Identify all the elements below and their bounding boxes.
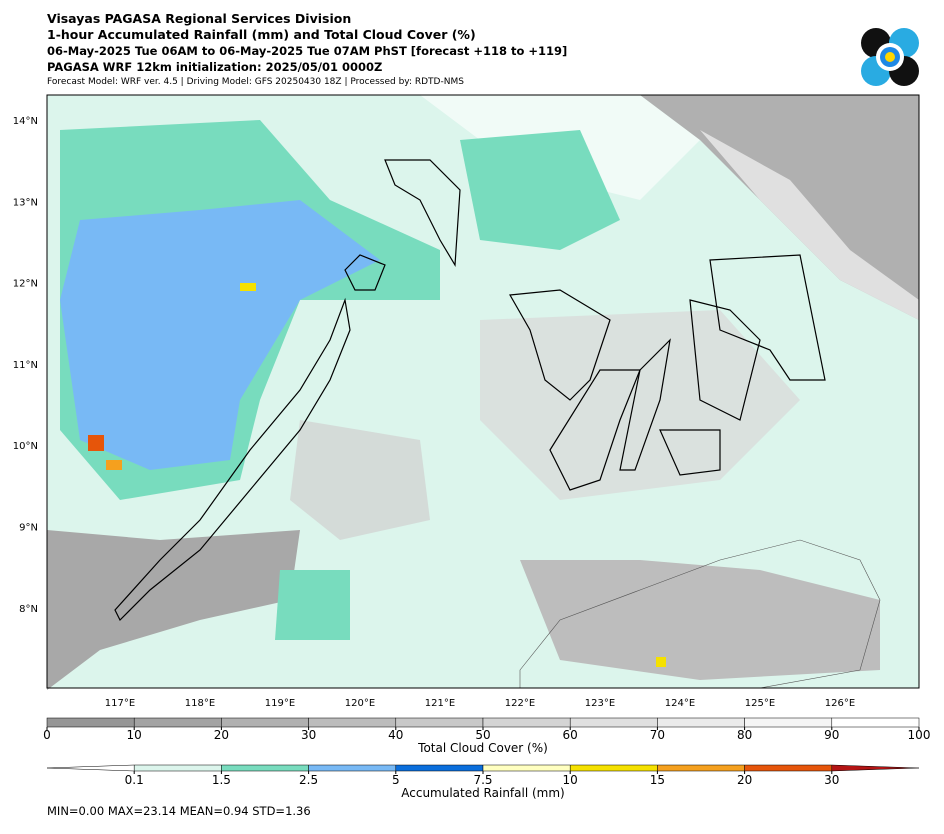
subtitle: 06-May-2025 Tue 06AM to 06-May-2025 Tue … bbox=[47, 44, 567, 58]
cloud-colorbar-segment bbox=[482, 717, 571, 728]
rain-colorbar-tick-label: 20 bbox=[737, 773, 752, 787]
cloud-colorbar-label: Total Cloud Cover (%) bbox=[417, 741, 548, 755]
statistics: MIN=0.00 MAX=23.14 MEAN=0.94 STD=1.36 bbox=[47, 804, 311, 818]
rain-colorbar-segment bbox=[395, 764, 484, 772]
cloud-colorbar-tick-label: 0 bbox=[43, 728, 51, 742]
lon-label: 125°E bbox=[745, 698, 775, 709]
rain-colorbar-tick-label: 7.5 bbox=[473, 773, 492, 787]
rain-colorbar-tick-label: 30 bbox=[824, 773, 839, 787]
rain-cell bbox=[106, 460, 122, 470]
lon-label: 122°E bbox=[505, 698, 535, 709]
credits: Forecast Model: WRF ver. 4.5 | Driving M… bbox=[47, 77, 464, 87]
lat-label: 8°N bbox=[19, 604, 38, 615]
cloud-colorbar-segment bbox=[46, 717, 135, 728]
lon-label: 118°E bbox=[185, 698, 215, 709]
map-frame bbox=[46, 94, 920, 689]
map bbox=[46, 94, 920, 690]
rain-cell bbox=[240, 283, 256, 291]
cloud-area bbox=[520, 560, 880, 680]
cloud-colorbar-tick-label: 70 bbox=[650, 728, 665, 742]
cloud-colorbar-segment bbox=[569, 717, 658, 728]
rain-colorbar-tick-label: 15 bbox=[650, 773, 665, 787]
lat-label: 10°N bbox=[13, 441, 38, 452]
lon-label: 126°E bbox=[825, 698, 855, 709]
lat-label: 12°N bbox=[13, 279, 38, 290]
lon-label: 123°E bbox=[585, 698, 615, 709]
cloud-colorbar-segment bbox=[744, 717, 833, 728]
cloud-colorbar-tick-label: 40 bbox=[388, 728, 403, 742]
cloud-colorbar-tick-label: 30 bbox=[301, 728, 316, 742]
rain-area bbox=[60, 200, 380, 470]
lat-label: 11°N bbox=[13, 360, 38, 371]
lon-label: 120°E bbox=[345, 698, 375, 709]
rain-area bbox=[275, 570, 350, 640]
cloud-colorbar-tick-label: 10 bbox=[127, 728, 142, 742]
rain-colorbar-segment bbox=[569, 764, 658, 772]
rain-colorbar-label: Accumulated Rainfall (mm) bbox=[401, 786, 564, 800]
rain-colorbar-tick-label: 2.5 bbox=[299, 773, 318, 787]
title: 1-hour Accumulated Rainfall (mm) and Tot… bbox=[47, 27, 476, 42]
rain-area bbox=[460, 130, 620, 250]
cloud-colorbar-segment bbox=[657, 717, 745, 728]
coastlines bbox=[114, 159, 826, 622]
cloud-colorbar-tick-label: 60 bbox=[563, 728, 578, 742]
rain-colorbar-segment bbox=[221, 764, 309, 772]
rain-colorbar-segment bbox=[133, 764, 222, 772]
cloud-area bbox=[700, 130, 919, 320]
cloud-colorbar-segment bbox=[831, 717, 920, 728]
cloud-colorbar-segment bbox=[308, 717, 397, 728]
rain-colorbar-segment bbox=[657, 764, 745, 772]
cloud-area bbox=[47, 530, 300, 690]
rain-cell bbox=[656, 657, 666, 667]
rain-colorbar-segment bbox=[744, 764, 833, 772]
cloud-area bbox=[290, 420, 430, 540]
rain-cell bbox=[88, 435, 104, 451]
subtitle: PAGASA WRF 12km initialization: 2025/05/… bbox=[47, 60, 382, 74]
rain-colorbar-tick-label: 0.1 bbox=[125, 773, 144, 787]
cloud-colorbar-tick-label: 100 bbox=[908, 728, 931, 742]
lon-label: 119°E bbox=[265, 698, 295, 709]
cloud-colorbar-tick-label: 50 bbox=[475, 728, 490, 742]
cloud-colorbar-tick-label: 80 bbox=[737, 728, 752, 742]
cloud-colorbar-tick-label: 20 bbox=[214, 728, 229, 742]
rain-colorbar-segment bbox=[46, 764, 135, 772]
cloud-colorbar-tick-label: 90 bbox=[824, 728, 839, 742]
rain-colorbar-tick-label: 10 bbox=[563, 773, 578, 787]
rain-colorbar-tick-label: 5 bbox=[392, 773, 400, 787]
lon-label: 121°E bbox=[425, 698, 455, 709]
logo bbox=[861, 28, 919, 86]
cloud-colorbar-segment bbox=[133, 717, 222, 728]
lon-label: 117°E bbox=[105, 698, 135, 709]
lat-label: 9°N bbox=[19, 523, 38, 534]
cloud-colorbar-segment bbox=[221, 717, 309, 728]
lat-label: 14°N bbox=[13, 116, 38, 127]
rain-colorbar-segment bbox=[308, 764, 397, 772]
lat-label: 13°N bbox=[13, 197, 38, 208]
rain-colorbar-segment bbox=[831, 764, 920, 772]
rain-colorbar-tick-label: 1.5 bbox=[212, 773, 231, 787]
cloud-colorbar-segment bbox=[395, 717, 484, 728]
lon-label: 124°E bbox=[665, 698, 695, 709]
title: Visayas PAGASA Regional Services Divisio… bbox=[47, 11, 351, 26]
rain-colorbar-segment bbox=[482, 764, 571, 772]
